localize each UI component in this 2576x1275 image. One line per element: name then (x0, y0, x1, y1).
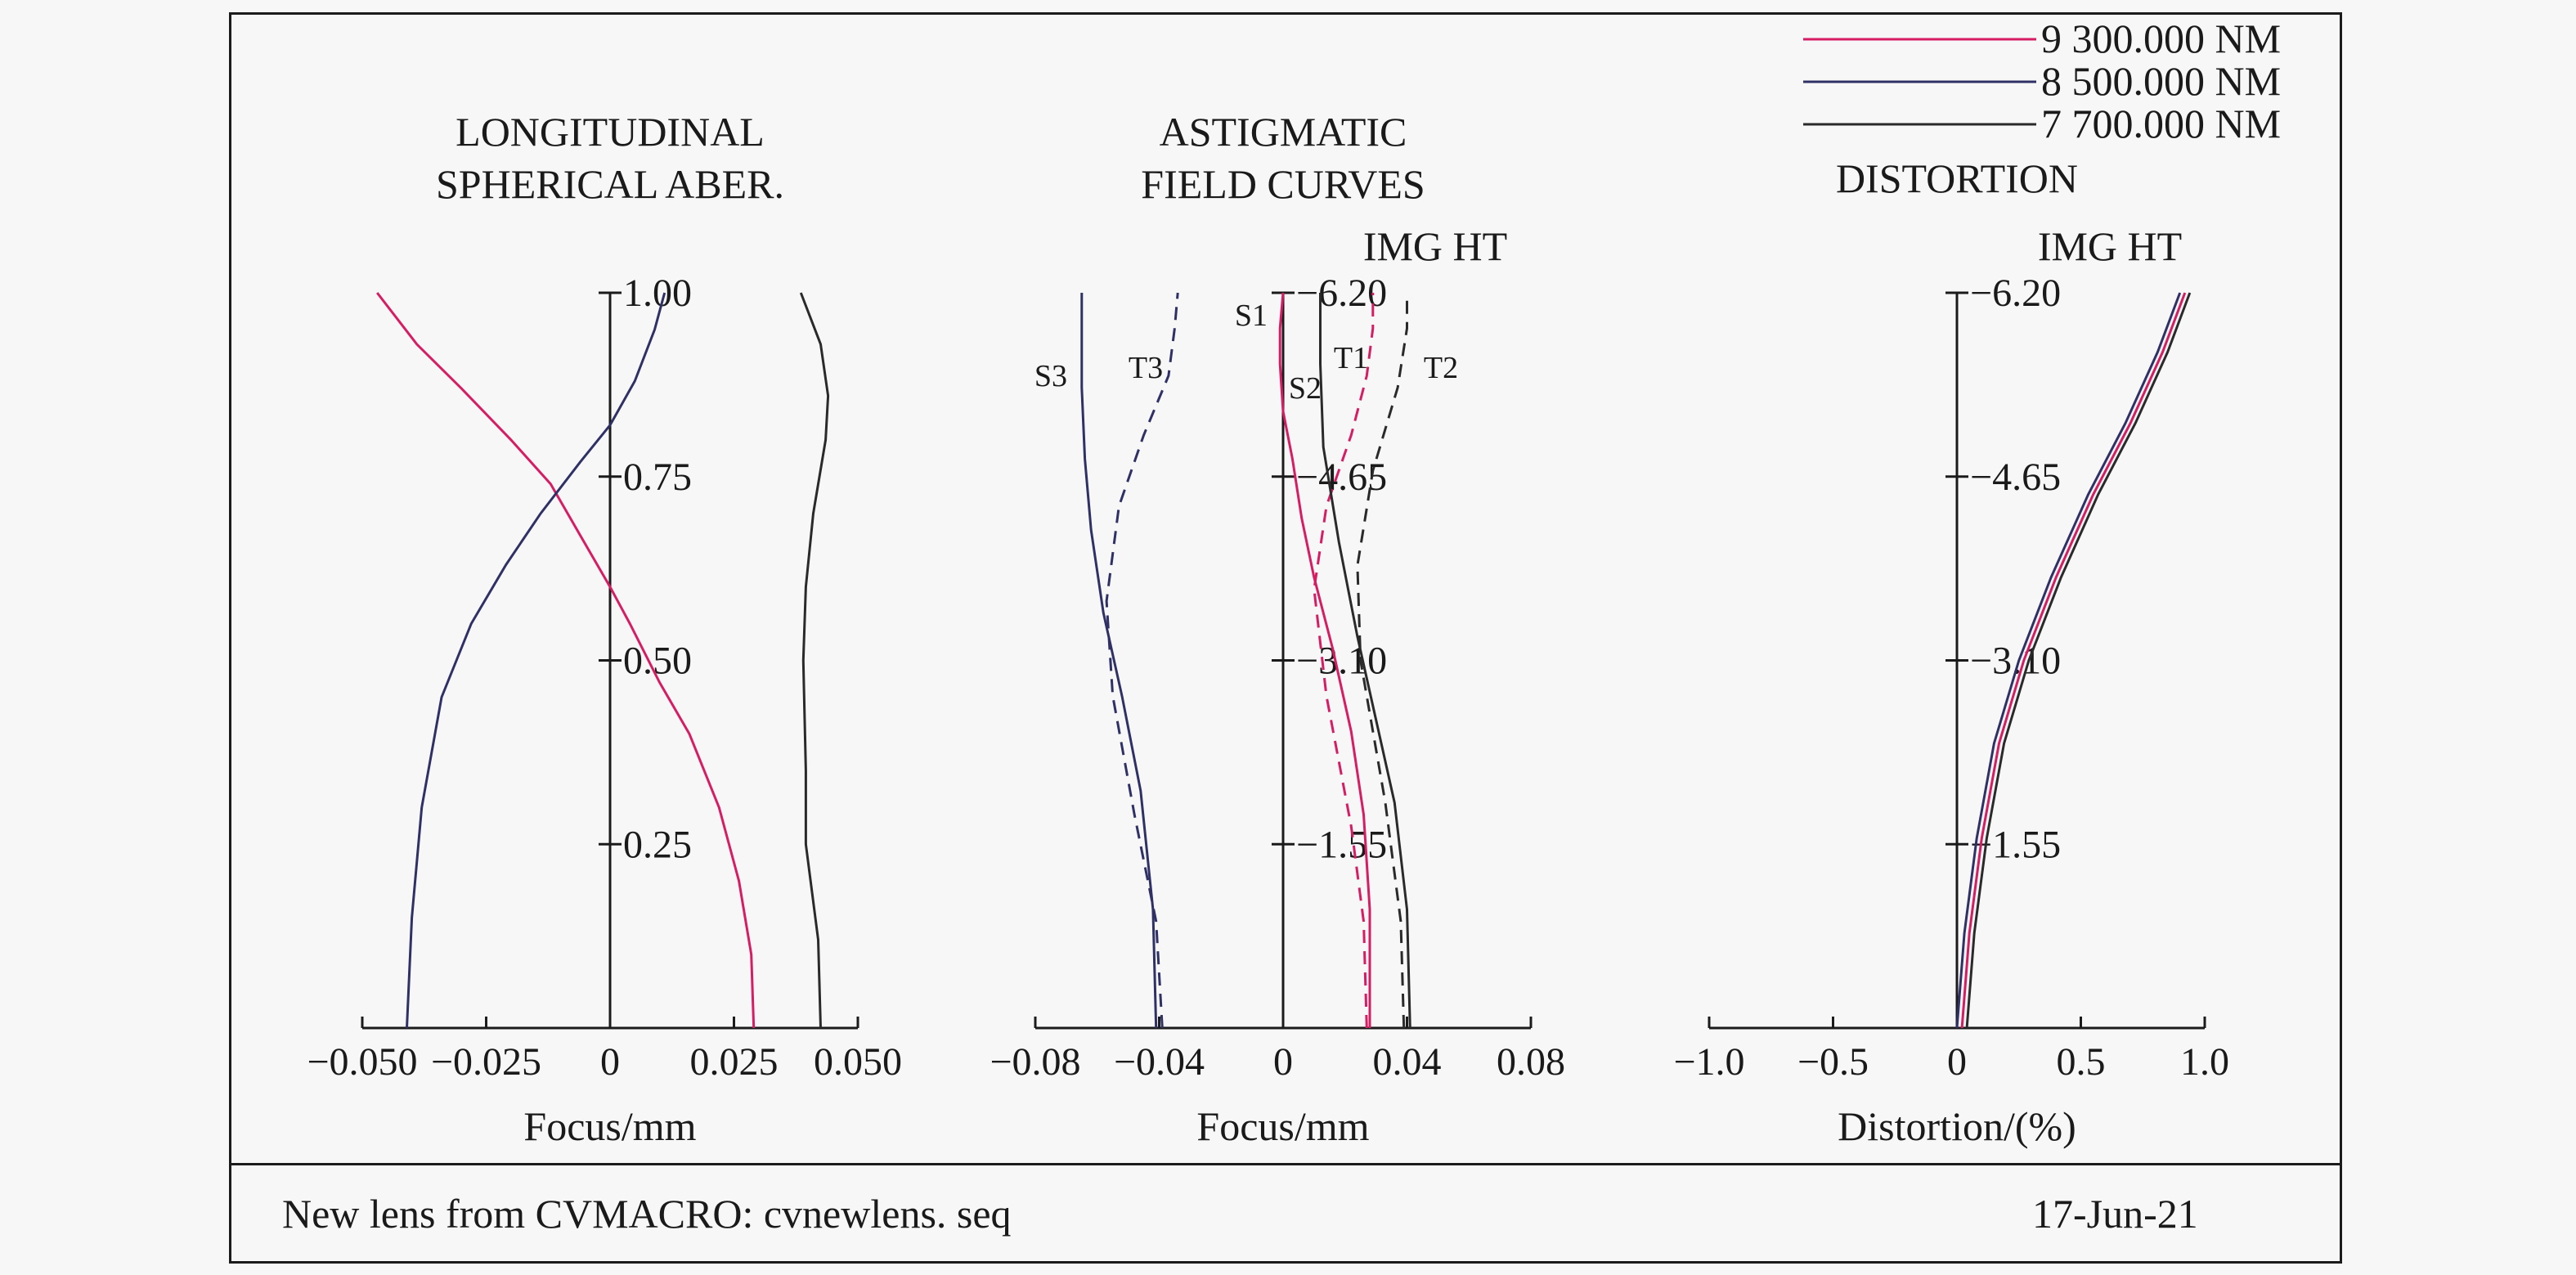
y-tick-label: 0.25 (623, 823, 692, 866)
x-tick-label: 0.04 (1373, 1040, 1442, 1084)
x-tick-label: 0.08 (1497, 1040, 1565, 1084)
series-line-9-300-000-nm (376, 292, 756, 1029)
x-tick-label: 0 (1273, 1040, 1293, 1084)
y-tick-label: −6.20 (1970, 272, 2061, 315)
curve-label-t2: T2 (1424, 351, 1458, 385)
legend-label: 7 700.000 NM (2041, 101, 2281, 146)
x-tick-label: 0.5 (2057, 1040, 2106, 1084)
series-line-t2 (1356, 293, 1408, 1029)
curve-label-s2: S2 (1289, 371, 1322, 406)
curve-label-s3: S3 (1034, 359, 1067, 393)
figure-frame (229, 12, 2342, 1264)
curve-label-s1: S1 (1235, 299, 1268, 333)
x-tick-label: 1.0 (2180, 1040, 2229, 1084)
footer-lens-name: New lens from CVMACRO: cvnewlens. seq (282, 1191, 1012, 1237)
footer-divider (229, 1163, 2342, 1165)
series-line-7-700-000-nm (799, 292, 830, 1029)
x-tick-label: −1.0 (1673, 1040, 1744, 1084)
y-axis-label: IMG HT (1363, 223, 1507, 269)
series-line-9-300-000-nm (1960, 292, 2187, 1029)
y-tick-label: −4.65 (1970, 456, 2061, 499)
footer-date: 17-Jun-21 (2032, 1191, 2198, 1237)
series-line-8-500-000-nm (1955, 292, 2182, 1029)
x-axis-label: Focus/mm (1196, 1103, 1369, 1149)
curve-label-t3: T3 (1129, 351, 1163, 385)
legend-label: 8 500.000 NM (2041, 58, 2281, 104)
x-tick-label: −0.025 (431, 1040, 541, 1084)
y-tick-label: 1.00 (623, 272, 692, 315)
panel-title: DISTORTION (1836, 155, 2078, 201)
y-tick-label: −4.65 (1296, 456, 1387, 499)
y-tick-label: −3.10 (1296, 640, 1387, 683)
series-line-t1 (1313, 293, 1375, 1029)
series-line-8-500-000-nm (406, 292, 666, 1029)
series-line-s3 (1080, 293, 1158, 1029)
y-axis-label: IMG HT (2038, 223, 2182, 269)
x-axis-label: Distortion/(%) (1838, 1103, 2076, 1149)
x-tick-label: 0 (600, 1040, 620, 1084)
series-line-s1 (1278, 292, 1371, 1028)
panel-title: LONGITUDINAL (456, 109, 765, 155)
series-line-7-700-000-nm (1965, 292, 2192, 1029)
series-line-s2 (1319, 293, 1411, 1029)
x-tick-label: −0.08 (990, 1040, 1080, 1084)
y-tick-label: 0.75 (623, 456, 692, 499)
curve-label-t1: T1 (1334, 341, 1368, 375)
legend-label: 9 300.000 NM (2041, 16, 2281, 61)
x-tick-label: 0 (1947, 1040, 1967, 1084)
panel-title: SPHERICAL ABER. (436, 161, 784, 207)
x-tick-label: −0.5 (1797, 1040, 1869, 1084)
series-line-t3 (1105, 292, 1179, 1029)
x-tick-label: −0.050 (307, 1040, 417, 1084)
x-tick-label: 0.025 (690, 1040, 779, 1084)
x-tick-label: 0.050 (814, 1040, 902, 1084)
panel-title: FIELD CURVES (1141, 161, 1425, 207)
x-tick-label: −0.04 (1114, 1040, 1205, 1084)
y-tick-label: 0.50 (623, 640, 692, 683)
panel-title: ASTIGMATIC (1160, 109, 1407, 155)
x-axis-label: Focus/mm (523, 1103, 696, 1149)
y-tick-label: −1.55 (1296, 823, 1387, 866)
